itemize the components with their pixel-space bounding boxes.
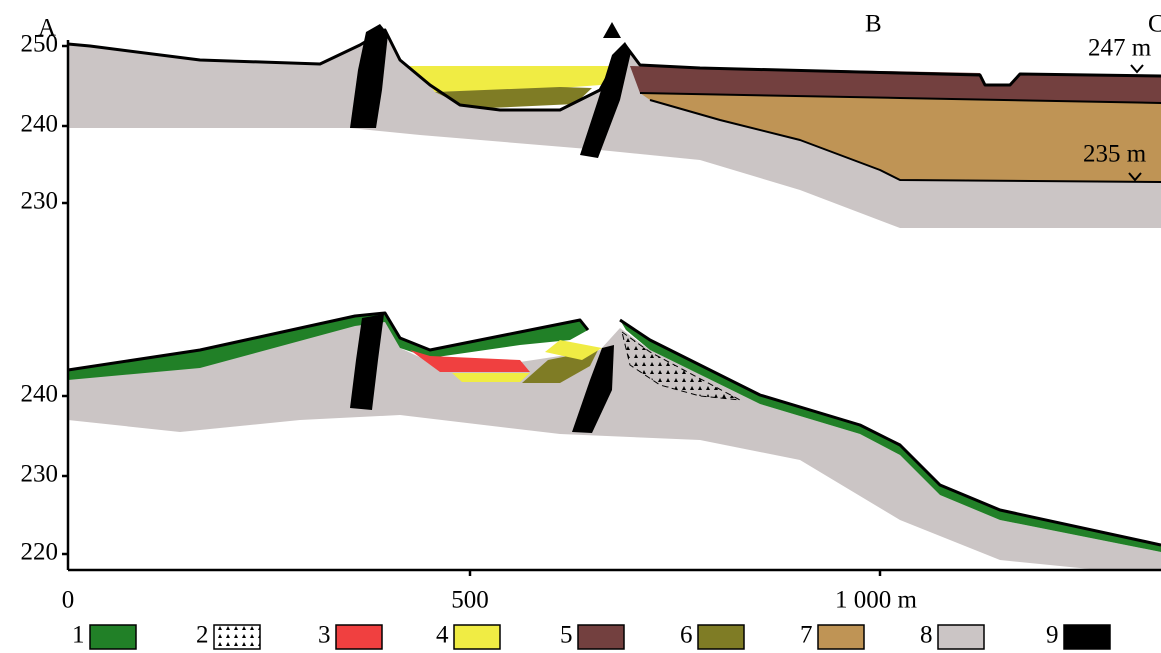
legend-swatch (938, 625, 984, 649)
legend-swatch (818, 625, 864, 649)
legend-number: 1 (72, 622, 85, 649)
y-label: 230 (21, 461, 59, 488)
y-label: 230 (21, 188, 59, 215)
legend-swatch (90, 625, 136, 649)
y-label: 240 (21, 111, 59, 138)
legend-number: 7 (800, 622, 813, 649)
legend-number: 8 (920, 622, 933, 649)
legend-swatch (578, 625, 624, 649)
legend-swatch (1064, 625, 1110, 649)
layer-4 (408, 66, 625, 92)
legend-number: 2 (196, 622, 209, 649)
elevation-annotation: 247 m (1088, 35, 1152, 62)
point-label: C (1148, 11, 1161, 38)
y-label: 220 (21, 539, 59, 566)
bottom-profile (68, 313, 1161, 570)
y-label: 250 (21, 31, 59, 58)
legend-swatch (214, 625, 260, 649)
elevation-annotation: 235 m (1083, 141, 1147, 168)
legend-swatch (698, 625, 744, 649)
legend-swatch (336, 625, 382, 649)
layer-4 (452, 373, 530, 382)
top-profile: A B C 247 m 235 m (38, 11, 1161, 228)
point-label: B (865, 11, 882, 38)
legend-swatch (454, 625, 500, 649)
summit-marker (603, 22, 621, 38)
x-label: 0 (62, 587, 75, 614)
legend: 1 2 3 4 5 6 7 8 9 (72, 622, 1110, 649)
x-label: 500 (451, 587, 489, 614)
annotation-arrow (1131, 65, 1143, 72)
y-label: 240 (21, 381, 59, 408)
legend-number: 3 (318, 622, 331, 649)
legend-number: 9 (1046, 622, 1059, 649)
legend-number: 6 (680, 622, 693, 649)
x-label: 1 000 m (835, 587, 918, 614)
legend-number: 4 (436, 622, 449, 649)
cross-section-diagram: A B C 247 m 235 m 250 240 230 (0, 0, 1161, 653)
legend-number: 5 (560, 622, 573, 649)
